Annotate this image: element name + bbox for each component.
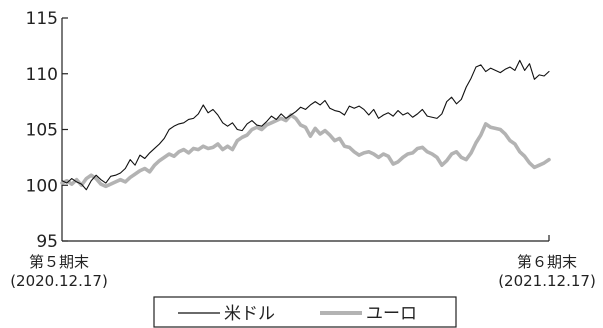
legend-box [153, 296, 457, 328]
y-tick-label: 115 [26, 9, 58, 29]
legend-label-eur: ユーロ [366, 304, 417, 324]
y-tick-label: 100 [26, 176, 58, 196]
series-line-usd [61, 59, 550, 191]
y-axis: 95 100 105 110 115 [26, 9, 68, 252]
x-axis [62, 235, 550, 242]
series-layer [60, 59, 551, 191]
legend-label-usd: 米ドル [224, 304, 275, 324]
x-end-date: (2021.12.17) [498, 272, 596, 290]
y-tick-label: 95 [36, 232, 58, 252]
series-line-eur [60, 113, 551, 189]
x-start-date: (2020.12.17) [10, 272, 108, 290]
x-start-label: 第５期末 [29, 253, 89, 271]
legend: 米ドル ユーロ [153, 296, 457, 328]
x-end-label: 第６期末 [517, 253, 577, 271]
y-tick-label: 105 [26, 121, 58, 141]
y-tick-label: 110 [26, 65, 58, 85]
